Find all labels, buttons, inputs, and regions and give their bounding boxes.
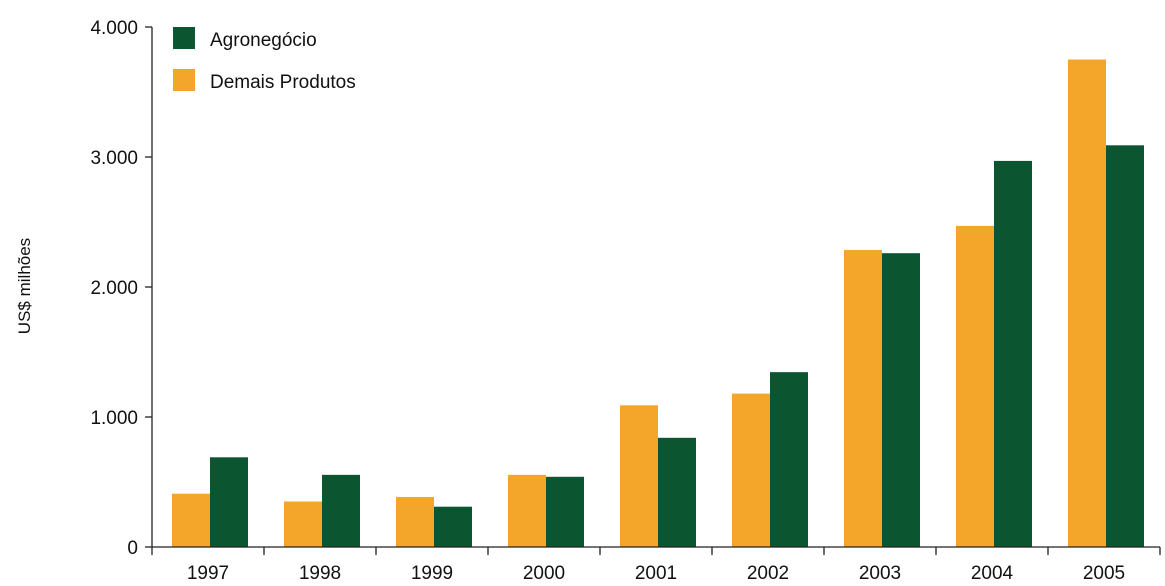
x-tick-label: 2005 (1083, 563, 1125, 584)
bar-agronegocio (658, 437, 696, 547)
bar-demais-produtos (956, 225, 994, 547)
x-tick-label: 1999 (411, 563, 453, 584)
bar-demais-produtos (508, 474, 546, 547)
legend-swatch-demais-produtos (173, 69, 195, 91)
y-axis: 0 1.000 2.000 3.000 4.000 (90, 18, 153, 559)
x-tick-label: 2001 (635, 563, 677, 584)
bar-demais-produtos (1068, 59, 1106, 547)
y-tick-label: 2.000 (90, 278, 138, 299)
bar-demais-produtos (844, 249, 882, 547)
bar-agronegocio (882, 253, 920, 547)
bar-agronegocio (210, 457, 248, 547)
bar-demais-produtos (732, 393, 770, 547)
y-tick-label: 1.000 (90, 408, 138, 429)
bar-demais-produtos (284, 501, 322, 547)
legend-label-demais-produtos: Demais Produtos (210, 72, 356, 93)
legend-label-agronegocio: Agronegócio (210, 30, 317, 51)
x-tick-label: 2003 (859, 563, 901, 584)
x-tick-label: 1998 (299, 563, 341, 584)
x-tick-label: 2000 (523, 563, 565, 584)
bar-agronegocio (322, 474, 360, 547)
bar-agronegocio (546, 476, 584, 547)
bar-series (172, 59, 1144, 548)
legend: Agronegócio Demais Produtos (173, 27, 356, 93)
bar-agronegocio (434, 506, 472, 547)
y-axis-label: US$ milhões (15, 238, 34, 334)
bar-agronegocio (770, 372, 808, 547)
legend-swatch-agronegocio (173, 27, 195, 49)
y-tick-label: 4.000 (90, 18, 138, 39)
bar-demais-produtos (620, 405, 658, 547)
x-tick-label: 1997 (187, 563, 229, 584)
x-axis: 1997 1998 1999 2000 2001 2002 2003 2004 2005 (151, 546, 1161, 584)
bar-demais-produtos (396, 496, 434, 547)
y-tick-label: 0 (127, 538, 138, 559)
bar-agronegocio (994, 160, 1032, 547)
x-tick-label: 2004 (971, 563, 1014, 584)
y-tick-label: 3.000 (90, 148, 138, 169)
bar-agronegocio (1106, 145, 1144, 548)
x-tick-label: 2002 (747, 563, 789, 584)
bar-demais-produtos (172, 493, 210, 547)
